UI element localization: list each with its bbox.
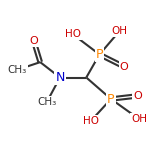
Text: HO: HO bbox=[65, 29, 81, 40]
Text: P: P bbox=[107, 93, 115, 106]
Text: N: N bbox=[55, 71, 65, 84]
Text: HO: HO bbox=[83, 115, 99, 126]
Text: CH₃: CH₃ bbox=[37, 97, 56, 107]
Text: CH₃: CH₃ bbox=[7, 65, 27, 75]
Text: O: O bbox=[120, 62, 128, 72]
Text: OH: OH bbox=[131, 114, 147, 124]
Text: OH: OH bbox=[111, 26, 127, 36]
Text: P: P bbox=[96, 48, 103, 61]
Text: O: O bbox=[133, 91, 142, 101]
Text: O: O bbox=[29, 36, 38, 46]
